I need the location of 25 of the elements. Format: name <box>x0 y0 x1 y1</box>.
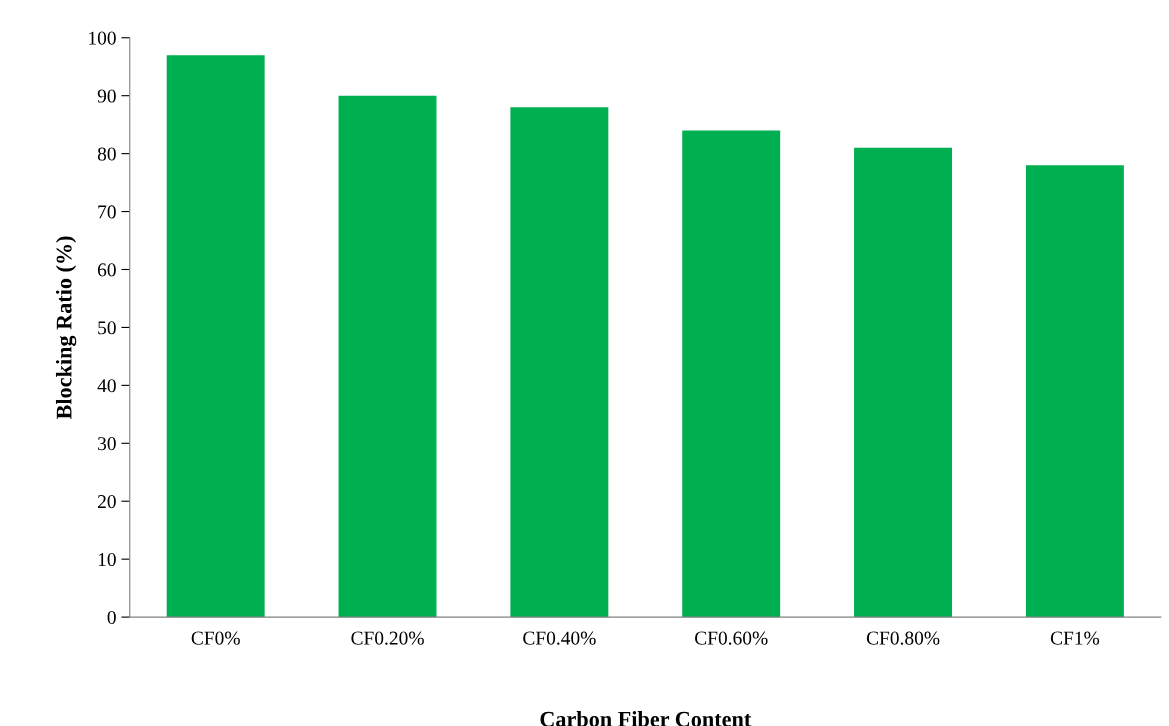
bar <box>510 107 609 618</box>
y-axis-title: Blocking Ratio (%) <box>55 236 77 420</box>
y-tick-label: 80 <box>97 147 116 161</box>
x-tick-label: CF0.80% <box>866 631 940 645</box>
bar <box>682 130 781 618</box>
bar <box>1025 165 1124 618</box>
x-tick-label: CF0.60% <box>695 631 768 645</box>
y-tick-label: 70 <box>98 205 116 219</box>
y-tick-label: 40 <box>97 379 116 393</box>
x-tick-label: CF0.40% <box>523 631 596 645</box>
bar <box>166 55 265 618</box>
y-tick-label: 10 <box>98 552 116 567</box>
y-tick-label: 90 <box>97 89 116 103</box>
x-tick-label: CF0.20% <box>351 631 424 645</box>
bar <box>338 95 437 618</box>
x-axis-title: Carbon Fiber Content <box>540 711 752 726</box>
y-tick-label: 50 <box>98 321 116 335</box>
x-tick-label: CF1% <box>1050 631 1100 645</box>
x-tick-label: CF0% <box>191 631 240 645</box>
y-tick-label: 0 <box>107 610 116 625</box>
y-tick-label: 100 <box>89 31 116 45</box>
y-tick-label: 20 <box>97 495 116 509</box>
bar <box>854 147 953 618</box>
y-tick-label: 30 <box>98 437 116 451</box>
y-tick-label: 60 <box>97 263 116 277</box>
